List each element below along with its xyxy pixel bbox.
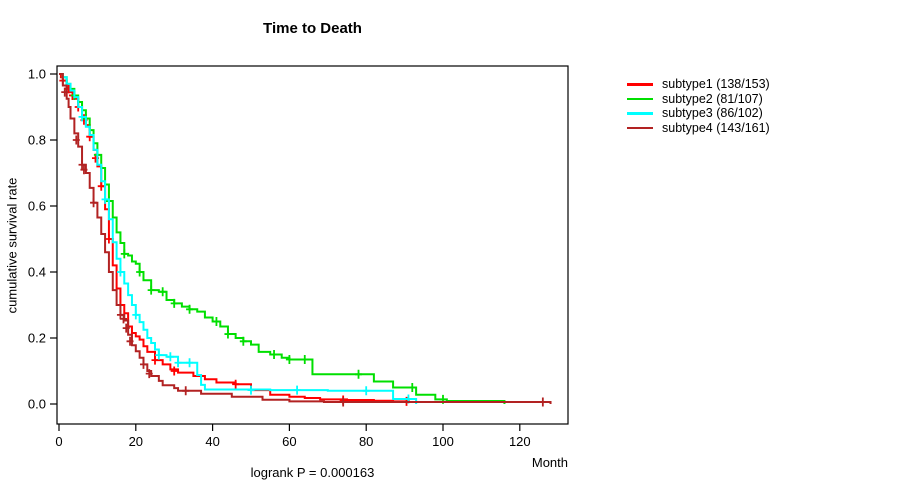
survival-curve-subtype2 — [59, 73, 506, 404]
legend-swatch-subtype3 — [627, 112, 653, 115]
legend-label-subtype4: subtype4 (143/161) — [662, 120, 770, 135]
y-axis-tick-label: 0.2 — [28, 331, 46, 346]
censor-marks-subtype2 — [70, 90, 447, 404]
x-axis-tick-label: 120 — [509, 434, 531, 449]
x-axis-label: Month — [531, 455, 568, 470]
y-axis-tick-label: 0.6 — [28, 199, 46, 214]
censor-marks-subtype3 — [78, 112, 412, 404]
survival-curve-subtype1 — [59, 73, 409, 403]
legend-swatch-subtype2 — [627, 97, 653, 100]
y-axis-tick-label: 0.0 — [28, 397, 46, 412]
legend-item-subtype3: subtype3 (86/102) — [627, 106, 770, 121]
y-axis-tick-label: 0.8 — [28, 133, 46, 148]
legend-label-subtype3: subtype3 (86/102) — [662, 106, 763, 121]
x-axis-tick-label: 20 — [129, 434, 143, 449]
x-axis-tick-label: 100 — [432, 434, 454, 449]
x-axis-tick-label: 60 — [282, 434, 296, 449]
legend-swatch-subtype1 — [627, 83, 653, 86]
legend-label-subtype2: subtype2 (81/107) — [662, 91, 763, 106]
y-axis-tick-label: 0.4 — [28, 265, 46, 280]
legend-label-subtype1: subtype1 (138/153) — [662, 77, 770, 92]
chart-title: Time to Death — [263, 20, 362, 37]
survival-curve-subtype4 — [59, 73, 552, 404]
legend-item-subtype1: subtype1 (138/153) — [627, 77, 770, 92]
x-axis-tick-label: 80 — [359, 434, 373, 449]
legend-swatch-subtype4 — [627, 126, 653, 129]
logrank-annotation: logrank P = 0.000163 — [250, 465, 375, 480]
censor-marks-subtype4 — [61, 87, 547, 407]
x-axis-tick-label: 0 — [55, 434, 62, 449]
legend-item-subtype4: subtype4 (143/161) — [627, 121, 770, 136]
legend-item-subtype2: subtype2 (81/107) — [627, 92, 770, 107]
legend: subtype1 (138/153) subtype2 (81/107) sub… — [627, 77, 770, 135]
y-axis-tick-label: 1.0 — [28, 67, 46, 82]
plot-box — [56, 65, 569, 425]
survival-curve-subtype3 — [59, 73, 418, 404]
x-axis-tick-label: 40 — [205, 434, 219, 449]
